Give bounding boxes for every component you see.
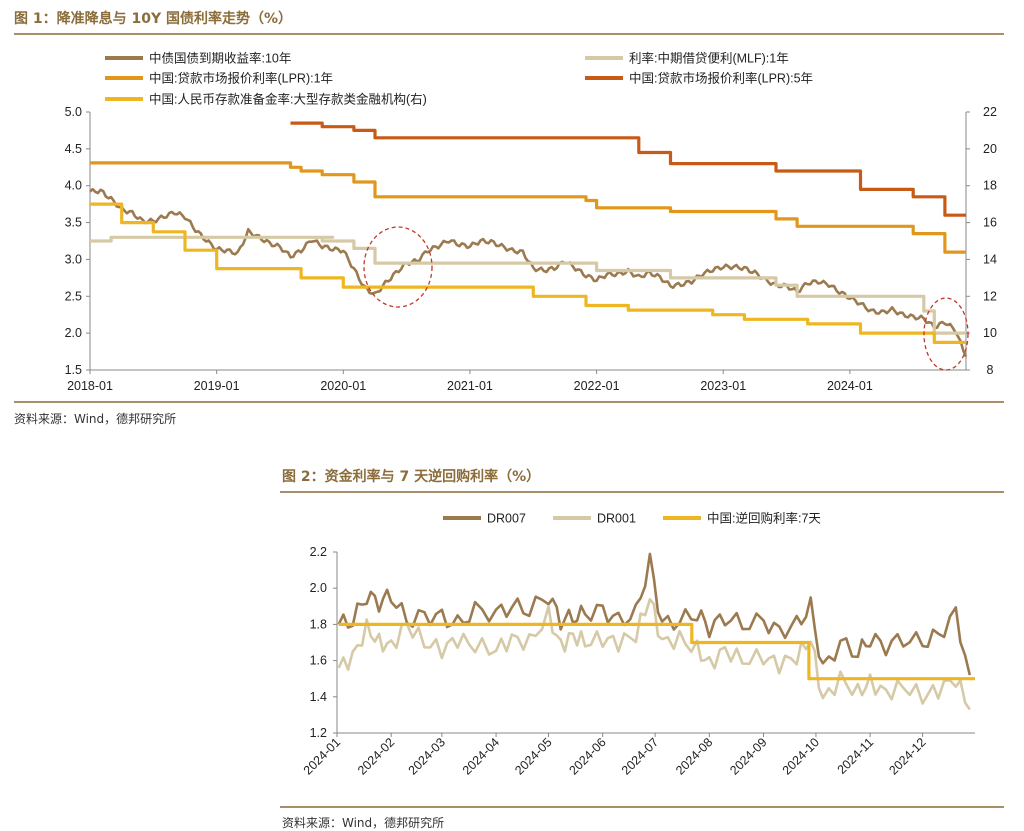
series-line-1 (89, 187, 968, 358)
x-tick-label: 2024-12 (886, 735, 928, 777)
y-tick-label-right: 12 (983, 289, 997, 303)
legend-label-1: 中债国债到期收益率:10年 (149, 51, 291, 66)
legend-label-4: 中国:贷款市场报价利率(LPR):5年 (629, 71, 813, 86)
figure2-source: 资料来源：Wind，德邦研究所 (282, 816, 445, 830)
figure1-bottom-rule (14, 401, 1004, 403)
y-tick-label-right: 10 (983, 326, 997, 340)
legend-label-2: 利率:中期借贷便利(MLF):1年 (629, 51, 789, 66)
series-line-5 (90, 202, 966, 344)
x-tick-label: 2020-01 (320, 379, 366, 393)
series-line-4 (290, 121, 966, 217)
y-tick-label-right: 20 (983, 142, 997, 156)
x-tick-label: 2023-01 (700, 379, 746, 393)
figure2-title: 图 2：资金利率与 7 天逆回购利率（%） (282, 469, 541, 485)
x-tick-label: 2024-06 (566, 735, 608, 777)
x-tick-label: 2021-01 (447, 379, 493, 393)
x-tick-label: 2024-01 (301, 735, 343, 777)
series-line-3 (338, 622, 975, 681)
y-tick-label-left: 2.5 (65, 289, 82, 303)
y-tick-label: 1.4 (310, 690, 327, 704)
x-tick-label: 2024-03 (406, 735, 448, 777)
x-tick-label: 2024-08 (673, 735, 715, 777)
legend-label-5: 中国:人民币存款准备金率:大型存款类金融机构(右) (149, 92, 427, 107)
legend-label-1: DR007 (487, 512, 526, 526)
legend-label-3: 中国:贷款市场报价利率(LPR):1年 (149, 71, 333, 86)
x-tick-label: 2024-02 (355, 735, 397, 777)
y-tick-label-right: 16 (983, 216, 997, 230)
annotation-circle-2020 (363, 226, 433, 308)
figure1-chart: 5.0 4.5 4.0 3.5 3.0 2.5 2.0 1.5 22 20 18 16 14 12 10 8 2… (65, 51, 997, 394)
x-tick-label: 2024-10 (780, 735, 822, 777)
x-tick-label: 2024-07 (619, 735, 661, 777)
y-tick-label: 1.6 (310, 654, 327, 668)
y-tick-label-right: 22 (983, 105, 997, 119)
x-tick-label: 2024-04 (460, 735, 502, 777)
y-tick-label-right: 8 (987, 363, 994, 377)
figure2-bottom-rule (280, 806, 1004, 808)
legend-label-3: 中国:逆回购利率:7天 (707, 511, 821, 526)
x-tick-label: 2018-01 (67, 379, 113, 393)
figure1-title: 图 1：降准降息与 10Y 国债利率走势（%） (14, 11, 293, 27)
y-tick-label-left: 3.0 (65, 252, 82, 266)
x-tick-label: 2019-01 (194, 379, 240, 393)
series-line-3 (90, 161, 966, 254)
y-tick-label-left: 5.0 (65, 105, 82, 119)
y-tick-label-left: 2.0 (65, 326, 82, 340)
series-line-2 (90, 235, 966, 335)
x-tick-label: 2024-11 (835, 735, 877, 777)
y-tick-label: 2.2 (310, 545, 327, 559)
y-tick-label: 1.8 (310, 617, 327, 631)
y-tick-label-left: 3.5 (65, 216, 82, 230)
y-tick-label-right: 14 (983, 252, 997, 266)
series-line-1 (337, 552, 972, 676)
y-tick-label-left: 4.5 (65, 142, 82, 156)
series-line-2 (337, 598, 971, 711)
y-tick-label: 1.2 (310, 726, 327, 740)
x-tick-label: 2024-09 (727, 735, 769, 777)
y-tick-label: 2.0 (310, 581, 327, 595)
x-tick-label: 2024-01 (827, 379, 873, 393)
legend-label-2: DR001 (597, 512, 636, 526)
annotation-circle-2024 (923, 297, 969, 371)
y-tick-label-left: 4.0 (65, 179, 82, 193)
y-tick-label-left: 1.5 (65, 363, 82, 377)
y-tick-label-right: 18 (983, 179, 997, 193)
figure2-top-rule (280, 491, 1004, 493)
x-tick-label: 2022-01 (574, 379, 620, 393)
x-tick-label: 2024-05 (512, 735, 554, 777)
figure1-top-rule (14, 33, 1004, 35)
figure1-source: 资料来源：Wind，德邦研究所 (14, 412, 177, 426)
